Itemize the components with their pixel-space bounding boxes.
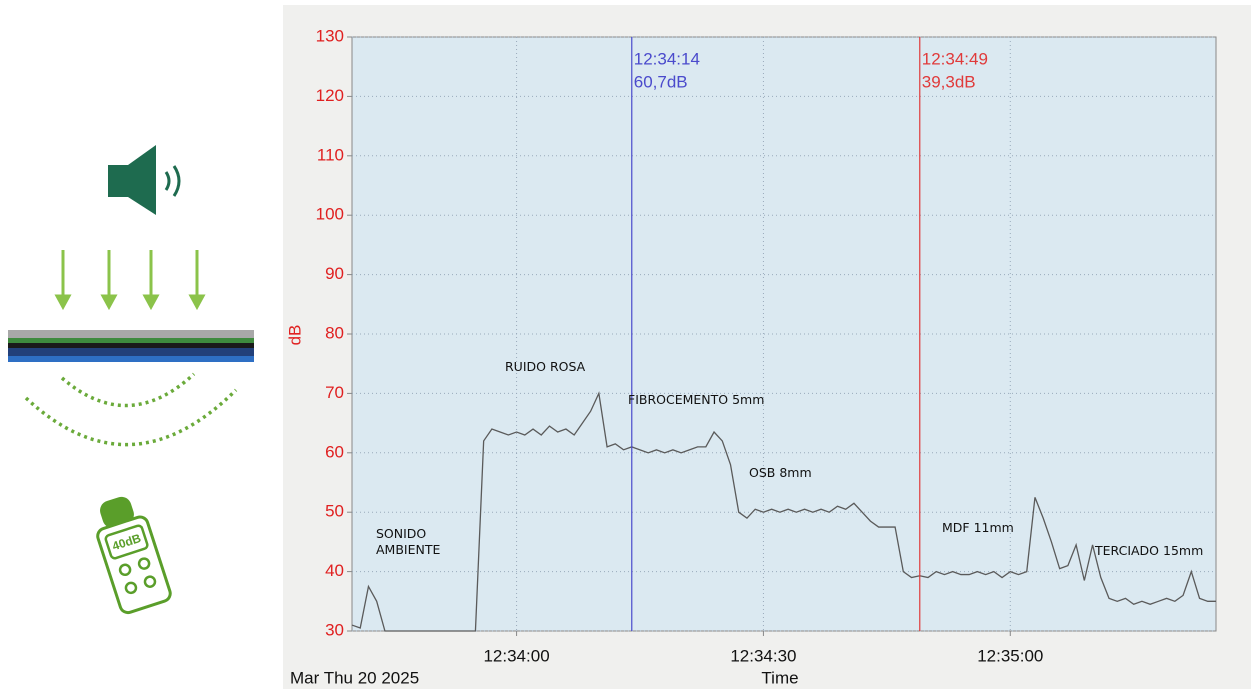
y-tick-label: 110 <box>317 145 344 164</box>
cursor-value: 60,7dB <box>634 72 688 91</box>
annotation: RUIDO ROSA <box>505 359 586 374</box>
layer <box>8 338 254 343</box>
y-tick-label: 100 <box>316 205 344 224</box>
y-tick-label: 90 <box>325 264 344 283</box>
sound-meter: 40dB <box>96 496 172 615</box>
cursor-time: 12:34:49 <box>922 49 988 68</box>
date-label: Mar Thu 20 2025 <box>290 668 419 687</box>
layer <box>8 356 254 362</box>
annotation: FIBROCEMENTO 5mm <box>628 392 765 407</box>
y-axis-label: dB <box>285 325 304 346</box>
x-tick-label: 12:34:00 <box>483 646 549 665</box>
y-tick-label: 80 <box>325 323 344 342</box>
y-tick-label: 30 <box>325 620 344 639</box>
y-tick-label: 40 <box>325 561 344 580</box>
layer <box>8 330 254 338</box>
illustration: 40dB <box>8 145 254 615</box>
speaker-body <box>108 165 130 197</box>
layer <box>8 343 254 348</box>
sound-wave <box>164 171 171 191</box>
dotted-arc <box>24 388 238 447</box>
x-axis-label: Time <box>761 668 798 687</box>
x-tick-label: 12:34:30 <box>730 646 796 665</box>
layer <box>8 348 254 356</box>
y-tick-label: 70 <box>325 383 344 402</box>
data-line <box>351 391 1216 632</box>
dotted-arc <box>60 372 196 408</box>
annotation: OSB 8mm <box>749 465 812 480</box>
cursor-value: 39,3dB <box>922 72 976 91</box>
arrows <box>54 250 206 311</box>
x-tick-label: 12:35:00 <box>977 646 1043 665</box>
y-tick-label: 50 <box>325 502 344 521</box>
y-tick-label: 130 <box>316 26 344 45</box>
cursor-time: 12:34:14 <box>634 49 700 68</box>
speaker-cone <box>128 145 156 215</box>
sound-wave <box>172 165 181 197</box>
y-tick-label: 60 <box>325 442 344 461</box>
annotation: TERCIADO 15mm <box>1095 543 1204 558</box>
annotation: MDF 11mm <box>942 520 1014 535</box>
y-tick-label: 120 <box>316 86 344 105</box>
annotation: SONIDO AMBIENTE <box>376 526 441 557</box>
